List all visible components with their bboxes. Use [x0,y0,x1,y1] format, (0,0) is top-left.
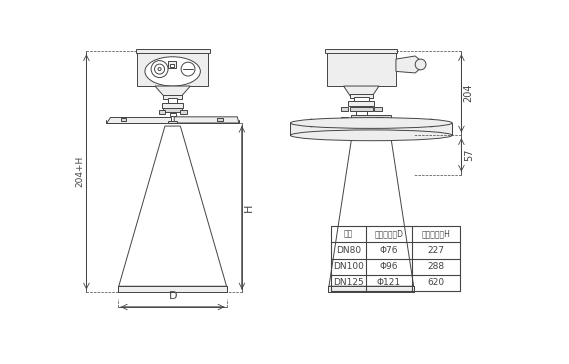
Bar [121,118,126,122]
Text: Φ121: Φ121 [377,278,401,287]
Bar [137,51,208,86]
Text: H: H [244,203,254,212]
Bar [168,98,178,103]
Circle shape [307,119,315,127]
Text: 喇叭口直径D: 喇叭口直径D [374,230,403,239]
Circle shape [427,119,435,127]
Bar [135,49,209,53]
Bar [168,121,178,123]
Text: Φ76: Φ76 [380,246,398,255]
Polygon shape [106,117,171,123]
Bar [350,107,373,111]
Polygon shape [174,117,239,123]
Text: DN125: DN125 [333,278,364,287]
Circle shape [151,61,168,78]
Bar [356,111,366,115]
Bar [351,115,391,118]
Circle shape [383,119,390,127]
Bar [180,110,187,114]
Bar [340,107,348,111]
Circle shape [155,64,164,74]
Text: 620: 620 [427,278,444,287]
Text: 204: 204 [464,84,474,102]
Bar [163,95,182,99]
Circle shape [181,62,195,76]
Text: D: D [168,291,177,301]
Text: 喇叭口高度H: 喇叭口高度H [422,230,451,239]
Ellipse shape [290,118,452,128]
Polygon shape [396,56,420,73]
Circle shape [329,119,337,127]
Bar [353,97,369,102]
Bar [162,103,183,108]
Text: 法兰: 法兰 [344,230,353,239]
Text: DN80: DN80 [336,246,361,255]
Bar [328,286,414,292]
Ellipse shape [145,57,200,86]
Bar [170,64,174,67]
Bar [163,108,182,112]
Bar [350,94,373,98]
Bar [118,286,228,292]
Bar [217,118,222,122]
Text: 57: 57 [464,148,474,161]
Circle shape [158,68,161,71]
Polygon shape [155,86,191,99]
Text: 227: 227 [427,246,444,255]
Polygon shape [344,86,379,98]
Bar [159,110,165,114]
Polygon shape [119,126,226,286]
Bar [168,62,176,68]
Circle shape [415,59,426,70]
Circle shape [406,119,414,127]
Text: 288: 288 [427,262,444,271]
Bar [374,107,382,111]
Bar [290,123,452,135]
Polygon shape [329,135,414,286]
Bar [340,117,348,121]
Text: DN100: DN100 [333,262,364,271]
Ellipse shape [290,130,452,141]
Bar [348,102,374,106]
Bar [375,117,383,121]
Bar [327,51,396,86]
Text: 204+H: 204+H [75,156,84,187]
Circle shape [352,119,360,127]
Text: Φ96: Φ96 [380,262,398,271]
Bar [170,113,176,116]
Bar [325,49,398,53]
